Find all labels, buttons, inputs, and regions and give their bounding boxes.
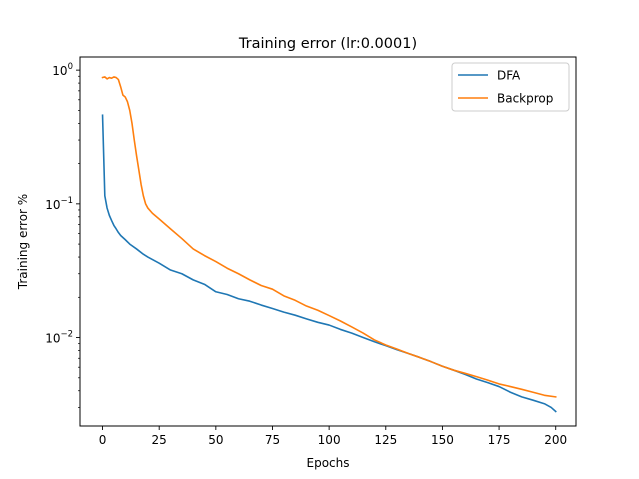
y-tick-label: 100 (52, 62, 73, 78)
x-tick-label: 200 (544, 433, 567, 447)
x-tick-label: 50 (208, 433, 223, 447)
plot-frame (79, 56, 577, 427)
x-axis: 0 25 50 75 100 125 150 175 200 (99, 426, 567, 447)
legend-label-dfa: DFA (497, 69, 521, 83)
y-tick-exponent: −2 (60, 330, 73, 340)
legend: DFA Backprop (451, 62, 570, 112)
x-tick-label: 0 (99, 433, 107, 447)
y-tick-label: 10−2 (45, 330, 73, 346)
y-tick-exponent: −1 (60, 196, 73, 206)
y-tick-label: 10−1 (45, 196, 73, 212)
axes-layer (79, 56, 577, 427)
plot-area (80, 57, 576, 426)
y-tick-exponent: 0 (68, 62, 73, 72)
x-axis-label: Epochs (307, 456, 350, 470)
series-line-backprop (101, 76, 557, 398)
x-tick-label: 75 (265, 433, 280, 447)
x-tick-label: 175 (488, 433, 511, 447)
y-tick-base: 10 (52, 64, 67, 78)
chart-title: Training error (lr:0.0001) (238, 36, 417, 52)
series-line-dfa (101, 114, 557, 413)
x-tick-label: 150 (431, 433, 454, 447)
y-axis-label: Training error % (16, 194, 30, 290)
y-tick-base: 10 (45, 198, 60, 212)
legend-label-backprop: Backprop (497, 92, 553, 106)
x-tick-label: 100 (318, 433, 341, 447)
series-layer (101, 76, 557, 413)
x-tick-label: 25 (152, 433, 167, 447)
y-tick-base: 10 (45, 332, 60, 346)
x-tick-label: 125 (374, 433, 397, 447)
